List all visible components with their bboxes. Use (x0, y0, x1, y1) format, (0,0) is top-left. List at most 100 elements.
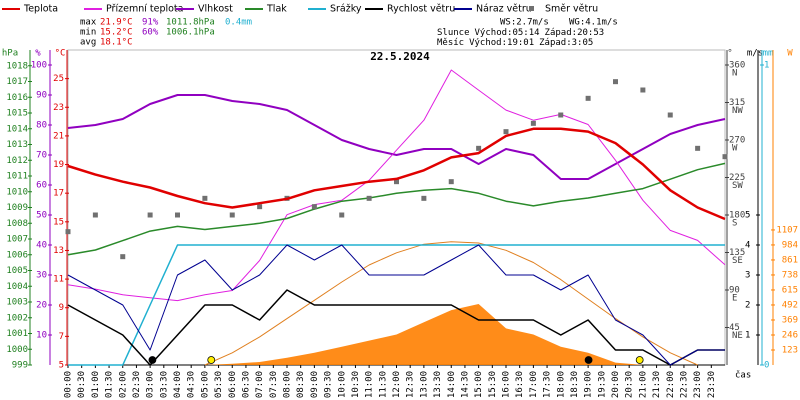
axis-unit: °C (55, 49, 66, 59)
x-tick-label: 12:30 (406, 371, 416, 398)
direction-point (257, 204, 263, 210)
direction-point (585, 95, 591, 101)
solar-area (68, 304, 725, 365)
moon-info: Měsíc Východ:19:01 Západ:3:05 (437, 38, 593, 48)
direction-point (421, 195, 427, 201)
y-tick-label: 100 (31, 61, 47, 71)
y-tick-label: 492 (782, 300, 798, 310)
x-tick-label: 03:30 (159, 371, 169, 398)
y-tick-label: 123 (782, 345, 798, 355)
x-tick-label: 18:00 (556, 371, 566, 398)
series-line (67, 289, 725, 366)
legend-label: Teplota (23, 4, 58, 15)
y-tick-label: 17 (53, 189, 64, 199)
sun-label: Slunce (437, 28, 470, 38)
x-tick-label: 19:30 (597, 371, 607, 398)
y-tick-label: 2 (745, 301, 750, 311)
x-tick-label: 04:30 (187, 371, 197, 398)
y-tick-label: 1011 (6, 172, 28, 182)
compass-label: NE (732, 331, 743, 341)
y-tick-label: 861 (782, 255, 798, 265)
direction-point (722, 154, 728, 160)
sun-rise: 05:14 (512, 28, 539, 38)
y-tick-label: 9 (59, 303, 64, 313)
x-tick-label: 15:00 (474, 371, 484, 398)
legend-label: Tlak (266, 4, 287, 15)
direction-point (92, 212, 98, 218)
y-tick-label: 1010 (6, 187, 28, 197)
sun-set-marker (635, 356, 644, 364)
y-tick-label: 7 (59, 332, 64, 342)
x-tick-label: 07:00 (255, 371, 265, 398)
direction-point (476, 145, 482, 151)
y-tick-label: 1007 (6, 235, 28, 245)
y-tick-label: 1 (764, 61, 769, 71)
y-tick-label: 1003 (6, 298, 28, 308)
stat-hum: 60% (142, 28, 159, 38)
stat-press: 1011.8hPa (166, 18, 215, 28)
y-tick-label: 1015 (6, 109, 28, 119)
sun-rise_label: Východ: (475, 28, 513, 38)
x-tick-label: 05:00 (200, 371, 210, 398)
legend-label: Rychlost větru (387, 4, 455, 15)
stat-hum: 91% (142, 18, 159, 28)
y-tick-label: 1000 (6, 345, 28, 355)
y-tick-label: 1004 (6, 282, 28, 292)
x-tick-label: 11:00 (365, 371, 375, 398)
stat-temp: 18.1°C (100, 38, 133, 48)
x-tick-label: 19:00 (584, 371, 594, 398)
x-axis-label: čas (735, 370, 751, 381)
direction-point (558, 112, 564, 118)
x-tick-label: 09:00 (310, 371, 320, 398)
legend-label: Přízemní teplota (106, 4, 183, 15)
direction-point (640, 87, 646, 93)
y-tick-label: 21 (53, 131, 64, 141)
y-tick-label: 1006 (6, 250, 28, 260)
direction-point (339, 212, 345, 218)
series-line (204, 241, 698, 366)
x-tick-label: 10:30 (351, 371, 361, 398)
y-tick-label: 1008 (6, 219, 28, 229)
y-tick-label: 1107 (776, 225, 798, 235)
y-tick-label: 369 (782, 315, 798, 325)
x-tick-label: 21:30 (652, 371, 662, 398)
x-tick-label: 23:00 (693, 371, 703, 398)
x-tick-label: 02:30 (132, 371, 142, 398)
wind-gust-info: WG:4.1m/s (569, 18, 618, 28)
y-tick-label: 13 (53, 246, 64, 256)
y-tick-label: 1013 (6, 140, 28, 150)
direction-point (667, 112, 673, 118)
direction-point (175, 212, 180, 218)
direction-point (65, 229, 71, 235)
y-tick-label: 25 (53, 74, 64, 84)
legend-label: Vlhkost (198, 4, 233, 15)
y-tick-label: 20 (36, 301, 47, 311)
x-tick-label: 09:30 (324, 371, 334, 398)
axis-unit: hPa (2, 49, 18, 59)
moon-rise-marker (584, 356, 593, 364)
x-tick-label: 03:00 (146, 371, 156, 398)
x-tick-label: 14:30 (460, 371, 470, 398)
x-tick-label: 14:00 (447, 371, 457, 398)
stat-label: min (80, 28, 96, 38)
direction-point (366, 195, 372, 201)
x-tick-label: 06:00 (228, 371, 238, 398)
direction-point (311, 204, 317, 210)
direction-point (229, 212, 235, 218)
y-tick-label: 5 (59, 361, 64, 371)
direction-point (120, 254, 126, 260)
x-tick-label: 22:30 (679, 371, 689, 398)
stat-temp: 15.2°C (100, 28, 133, 38)
y-tick-label: 45 (729, 323, 740, 333)
compass-label: S (732, 219, 737, 229)
y-tick-label: 1014 (6, 124, 28, 134)
legend-swatch (529, 6, 534, 11)
y-tick-label: 15 (53, 217, 64, 227)
moon-rise: 19:01 (507, 38, 534, 48)
x-tick-label: 16:00 (502, 371, 512, 398)
x-tick-label: 20:30 (625, 371, 635, 398)
series-line (67, 94, 726, 180)
x-tick-label: 02:00 (118, 371, 128, 398)
x-tick-label: 01:00 (91, 371, 101, 398)
x-tick-label: 04:00 (173, 371, 183, 398)
